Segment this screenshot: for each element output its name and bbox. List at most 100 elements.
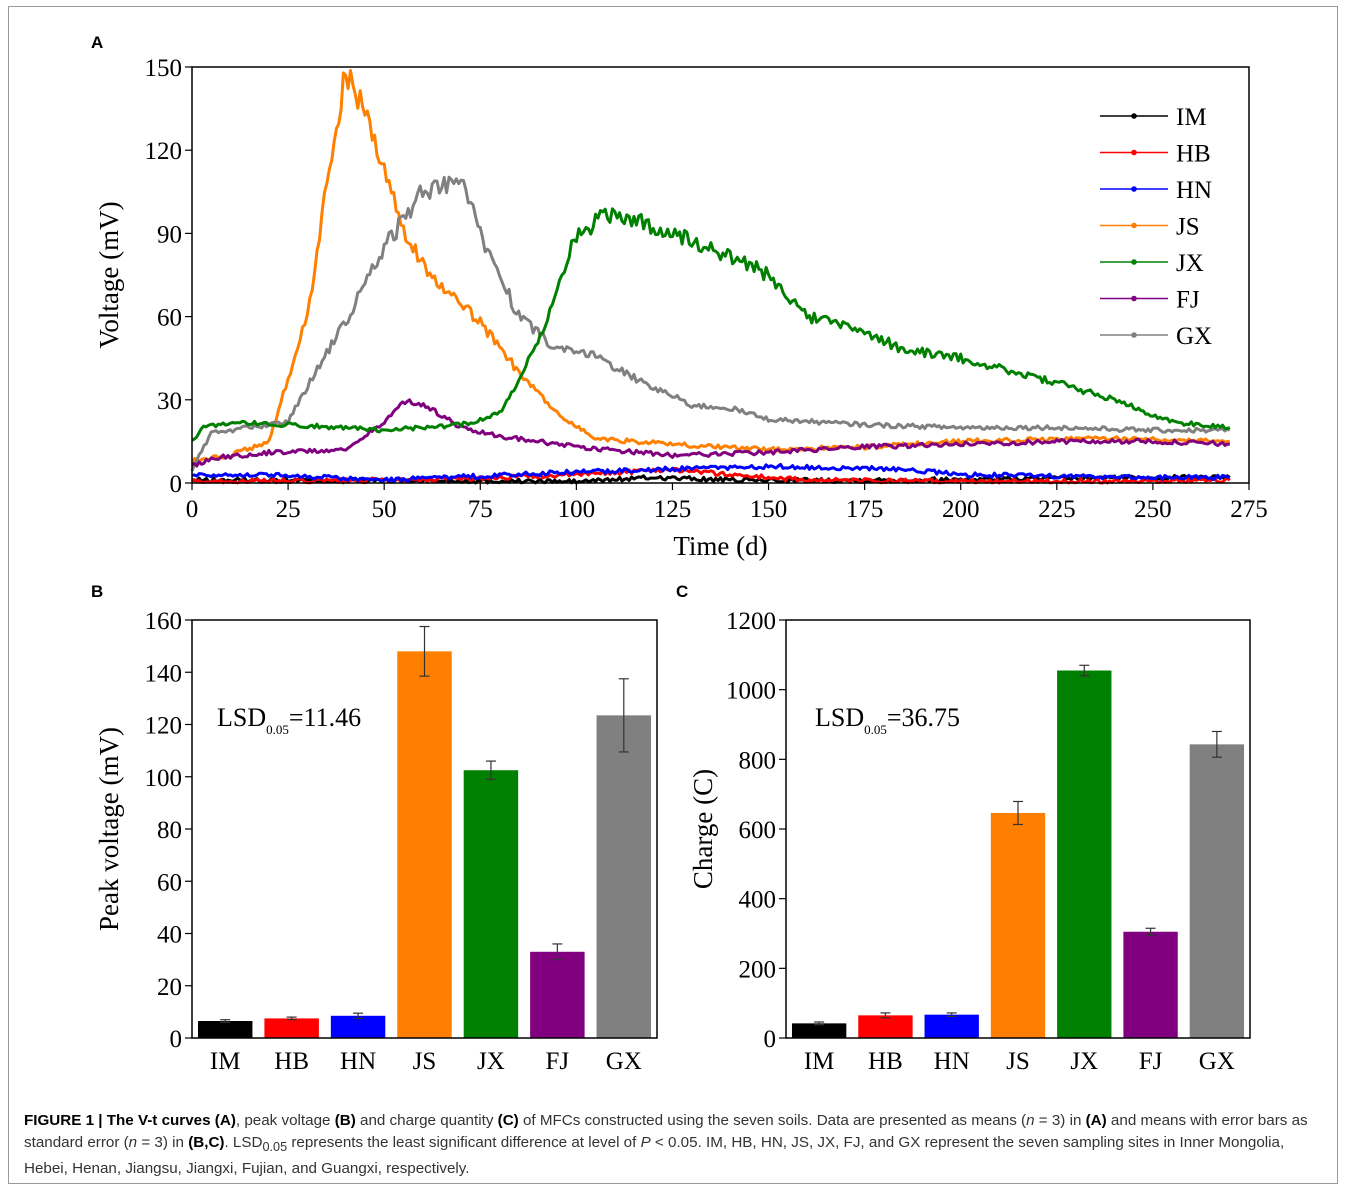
legend-label: JX [1176,250,1204,277]
bar-hn [924,1014,979,1038]
x-tick-label: FJ [546,1048,570,1075]
x-tick-label: HN [340,1048,376,1075]
peak-voltage-chart: IM HB HN JS JX FJ GX 0 20 40 60 80 100 120 140 160 Peak … [94,608,658,1075]
y-tick-label: 1000 [726,678,776,705]
x-tick-label: 275 [1230,496,1268,523]
x-tick-label: 75 [468,496,493,523]
bar-hn [330,1015,386,1038]
y-tick-label: 1200 [726,608,776,635]
x-tick-label: JS [413,1048,437,1075]
figure-caption: FIGURE 1 | The V-t curves (A) , peak volt… [24,1110,1332,1180]
x-tick-label: IM [210,1048,241,1075]
lsd-text: LSD [217,703,266,732]
y-tick-label: 60 [157,869,182,896]
lsd-subscript: 0.05 [266,722,289,737]
y-tick-label: 150 [145,55,183,82]
legend-swatch-marker [1131,186,1137,192]
bar-gx [596,715,652,1038]
caption-text: and means with error bars as standard er… [24,1112,1308,1151]
caption-n: n [128,1134,138,1151]
caption-ref-b: (B) [334,1112,356,1129]
legend-label: IM [1176,104,1207,131]
bar-js [397,651,452,1038]
x-tick-label: 125 [654,496,692,523]
x-tick-label: 50 [372,496,397,523]
caption-ref-bc: (B,C) [188,1134,225,1151]
x-tick-label: 25 [276,496,301,523]
bar-fj [1123,931,1178,1038]
x-tick-label: GX [606,1048,642,1075]
x-tick-label: 250 [1134,496,1172,523]
caption-text: = 3) in [1034,1112,1086,1129]
legend-label: JS [1176,214,1200,241]
caption-text: of MFCs constructed using the seven soil… [518,1112,1027,1129]
caption-ref-c: (C) [497,1112,519,1129]
legend-swatch-marker [1131,259,1137,265]
x-tick-label: JS [1006,1048,1030,1075]
x-tick-label: JX [1070,1048,1098,1075]
y-tick-label: 800 [739,747,777,774]
x-tick-label: HN [934,1048,970,1075]
bar-js [990,812,1046,1038]
series-line-hn [191,462,1231,484]
y-tick-label: 0 [764,1026,777,1053]
y-tick-label: 40 [157,922,182,949]
caption-subscript: 0.05 [262,1140,288,1155]
legend-swatch-marker [1131,113,1137,119]
panel-label-b: B [91,582,104,601]
legend-label: HB [1176,141,1211,168]
bar-im [791,1023,847,1038]
lsd-value: =36.75 [887,703,960,732]
lsd-value: =11.46 [289,703,361,732]
caption-ref-a: (A) [1085,1112,1107,1129]
legend-label: HN [1176,177,1212,204]
y-tick-label: 120 [145,138,183,165]
y-tick-label: 90 [157,221,182,248]
caption-text: = 3) in [137,1134,189,1151]
series-line-jx [191,207,1231,442]
y-tick-label: 600 [739,817,777,844]
caption-text: , peak voltage [235,1112,335,1129]
y-tick-label: 20 [157,974,182,1001]
voltage-time-chart: 0 25 50 75 100 125 150 175 200 225 250 275 0 30 60 90 12… [94,55,1268,561]
x-tick-label: FJ [1139,1048,1163,1075]
x-tick-label: HB [274,1048,309,1075]
legend-swatch-marker [1131,222,1137,229]
y-tick-label: 160 [145,608,183,635]
panel-label-c: C [676,582,689,601]
bar-hb [858,1015,913,1038]
y-tick-label: 80 [157,817,182,844]
legend-label: GX [1176,323,1212,350]
bar-fj [530,951,585,1038]
x-tick-label: IM [804,1048,835,1075]
legend-swatch-marker [1131,295,1137,302]
bar-im [197,1021,253,1038]
x-tick-label: 225 [1038,496,1076,523]
legend-swatch-marker [1131,149,1137,156]
charge-chart: IM HB HN JS JX FJ GX 0 200 400 600 800 1000 1200 Charg… [688,608,1251,1075]
y-tick-label: 100 [145,765,183,792]
y-axis-label: Peak voltage (mV) [94,727,124,931]
caption-text: . LSD [224,1134,263,1151]
caption-figure-label: FIGURE 1 | The V-t curves [24,1112,211,1129]
y-tick-label: 120 [145,713,183,740]
lsd-annotation: LSD0.05=11.46 [217,703,361,737]
series-line-fj [191,398,1230,468]
bar-jx [463,770,519,1038]
x-tick-label: 200 [942,496,980,523]
x-tick-label: JX [477,1048,505,1075]
series-line-gx [190,175,1231,472]
panel-label-a: A [91,33,104,52]
bar-jx [1057,670,1112,1038]
y-tick-label: 30 [157,388,182,415]
y-tick-label: 400 [739,887,777,914]
x-tick-label: GX [1199,1048,1235,1075]
y-axis-label: Voltage (mV) [94,201,124,348]
y-tick-label: 0 [170,471,183,498]
lsd-subscript: 0.05 [864,722,887,737]
legend-swatch-marker [1131,332,1137,338]
bar-gx [1189,744,1245,1038]
y-axis-label: Charge (C) [688,769,718,889]
x-tick-label: HB [868,1048,903,1075]
y-tick-label: 140 [145,660,183,687]
